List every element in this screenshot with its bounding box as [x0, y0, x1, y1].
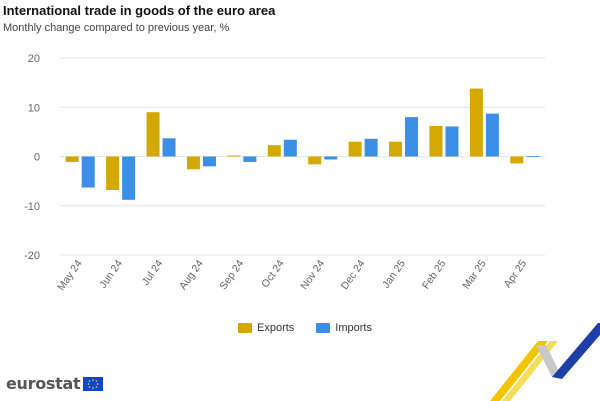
exports-bar-2 — [146, 112, 160, 157]
x-tick-label: Nov 24 — [298, 258, 327, 292]
legend-label-exports: Exports — [257, 322, 295, 334]
x-tick-label: Sep 24 — [217, 258, 246, 292]
x-tick-label: Apr 25 — [502, 258, 530, 290]
exports-bar-8 — [389, 141, 403, 157]
imports-bar-1 — [122, 156, 136, 200]
imports-bar-3 — [202, 156, 216, 167]
exports-bar-1 — [106, 156, 120, 190]
imports-bar-10 — [485, 113, 499, 157]
exports-bar-6 — [308, 156, 322, 165]
x-tick-label: Jun 24 — [97, 258, 125, 291]
x-tick-label: Oct 24 — [259, 258, 287, 290]
imports-bar-7 — [364, 138, 378, 157]
bar-chart: 20 10 0 -10 -20 May 24 Jun 24 Jul 24 Aug 24 Sep 2… — [24, 53, 545, 293]
exports-swatch — [238, 323, 252, 333]
exports-bar-10 — [469, 88, 483, 157]
chart-subtitle: Monthly change compared to previous year… — [3, 22, 230, 34]
exports-bar-7 — [348, 141, 362, 157]
imports-bar-2 — [162, 138, 176, 157]
imports-bar-6 — [324, 156, 338, 160]
y-tick-label: 10 — [28, 102, 40, 114]
y-tick-label: 20 — [28, 53, 40, 65]
legend-label-imports: Imports — [335, 322, 372, 334]
x-tick-label: Mar 25 — [460, 258, 489, 292]
imports-swatch — [316, 323, 331, 333]
legend-item-imports[interactable]: Imports — [316, 322, 372, 334]
exports-bar-5 — [267, 145, 281, 157]
exports-bar-11 — [510, 156, 524, 164]
chart-legend: Exports Imports — [238, 322, 372, 334]
x-tick-label: Jan 25 — [380, 258, 408, 291]
imports-bar-8 — [405, 117, 419, 157]
x-tick-label: Aug 24 — [177, 258, 206, 292]
imports-bar-9 — [445, 126, 459, 157]
x-tick-label: Feb 25 — [420, 258, 449, 292]
exports-bar-0 — [65, 156, 79, 162]
y-tick-label: -10 — [24, 201, 40, 213]
exports-bar-9 — [429, 125, 443, 157]
brand-name: eurostat — [6, 374, 81, 393]
exports-bar-3 — [186, 156, 200, 170]
decorative-stripes — [490, 323, 600, 401]
chart-title: International trade in goods of the euro… — [3, 3, 276, 18]
legend-item-exports[interactable]: Exports — [238, 322, 294, 334]
y-tick-label: -20 — [24, 250, 40, 262]
imports-bar-5 — [283, 139, 297, 157]
x-tick-label: May 24 — [55, 258, 85, 293]
imports-bar-11 — [526, 156, 540, 157]
eurostat-logo: eurostat — [6, 374, 104, 393]
exports-bar-4 — [227, 155, 241, 157]
x-tick-label: Jul 24 — [140, 258, 166, 288]
x-tick-label: Dec 24 — [339, 258, 368, 292]
imports-bar-4 — [243, 156, 257, 162]
imports-bar-0 — [81, 156, 95, 188]
y-tick-label: 0 — [34, 152, 40, 164]
eu-flag-icon — [83, 376, 104, 391]
